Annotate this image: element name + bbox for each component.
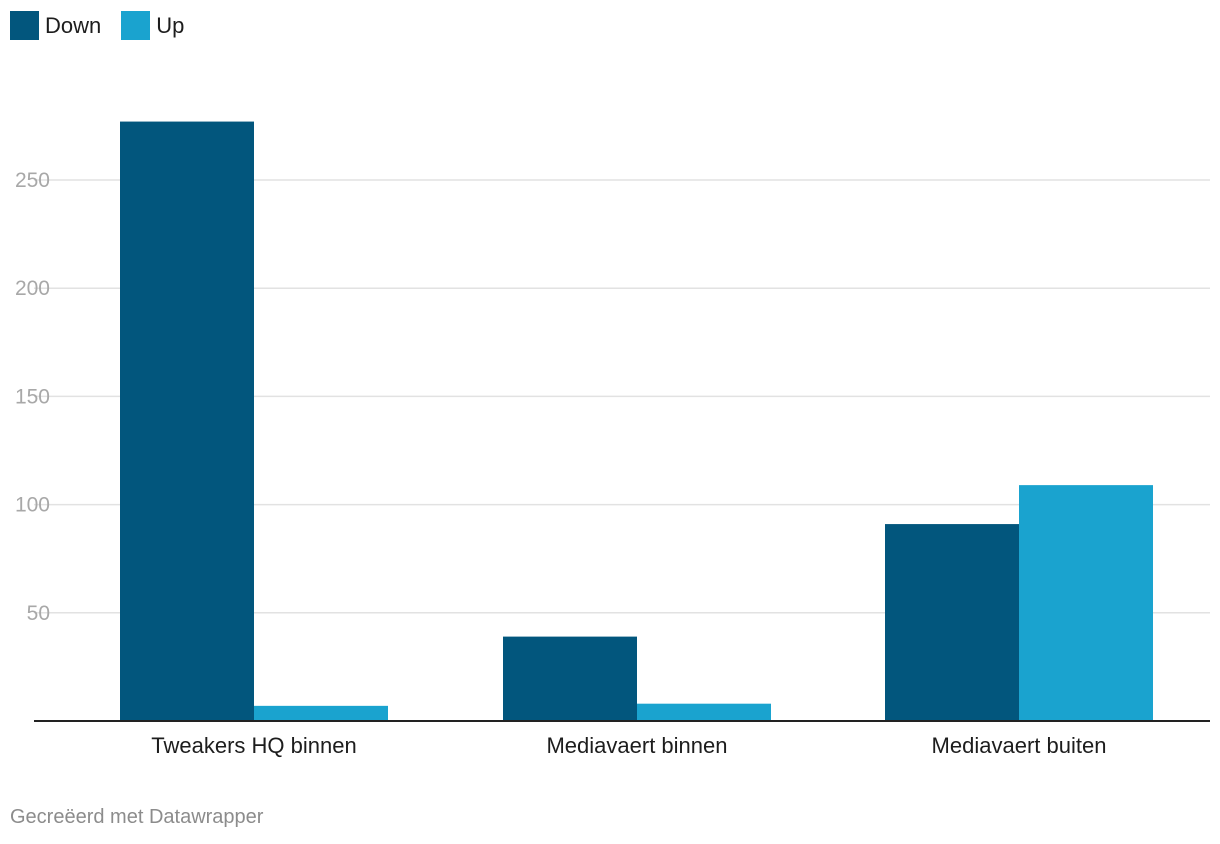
y-tick-label-250: 250 xyxy=(15,169,50,192)
bar-chart: 50 100 150 200 250 Tweakers HQ binnen Mediavae… xyxy=(15,121,1210,758)
bar-up-1 xyxy=(637,703,771,721)
x-tick-label-0: Tweakers HQ binnen xyxy=(151,733,356,758)
footer-credit: Gecreëerd met Datawrapper xyxy=(10,806,264,828)
legend-item-down: Down xyxy=(10,11,101,40)
legend-swatch-up xyxy=(121,11,151,40)
bar-down-1 xyxy=(503,636,637,721)
bar-up-2 xyxy=(1019,485,1153,721)
y-tick-label-100: 100 xyxy=(15,494,50,517)
bar-up-0 xyxy=(254,705,388,721)
y-tick-label-150: 150 xyxy=(15,385,50,408)
y-tick-label-50: 50 xyxy=(27,602,50,625)
legend-label-down: Down xyxy=(45,12,102,38)
legend: Down Up xyxy=(10,11,184,40)
legend-label-up: Up xyxy=(156,12,185,38)
x-tick-label-2: Mediavaert buiten xyxy=(932,733,1107,758)
x-tick-label-1: Mediavaert binnen xyxy=(546,733,727,758)
bar-down-0 xyxy=(120,121,254,721)
legend-swatch-down xyxy=(10,11,39,40)
legend-item-up: Up xyxy=(121,11,184,40)
bar-down-2 xyxy=(885,524,1019,721)
y-tick-label-200: 200 xyxy=(15,277,50,300)
